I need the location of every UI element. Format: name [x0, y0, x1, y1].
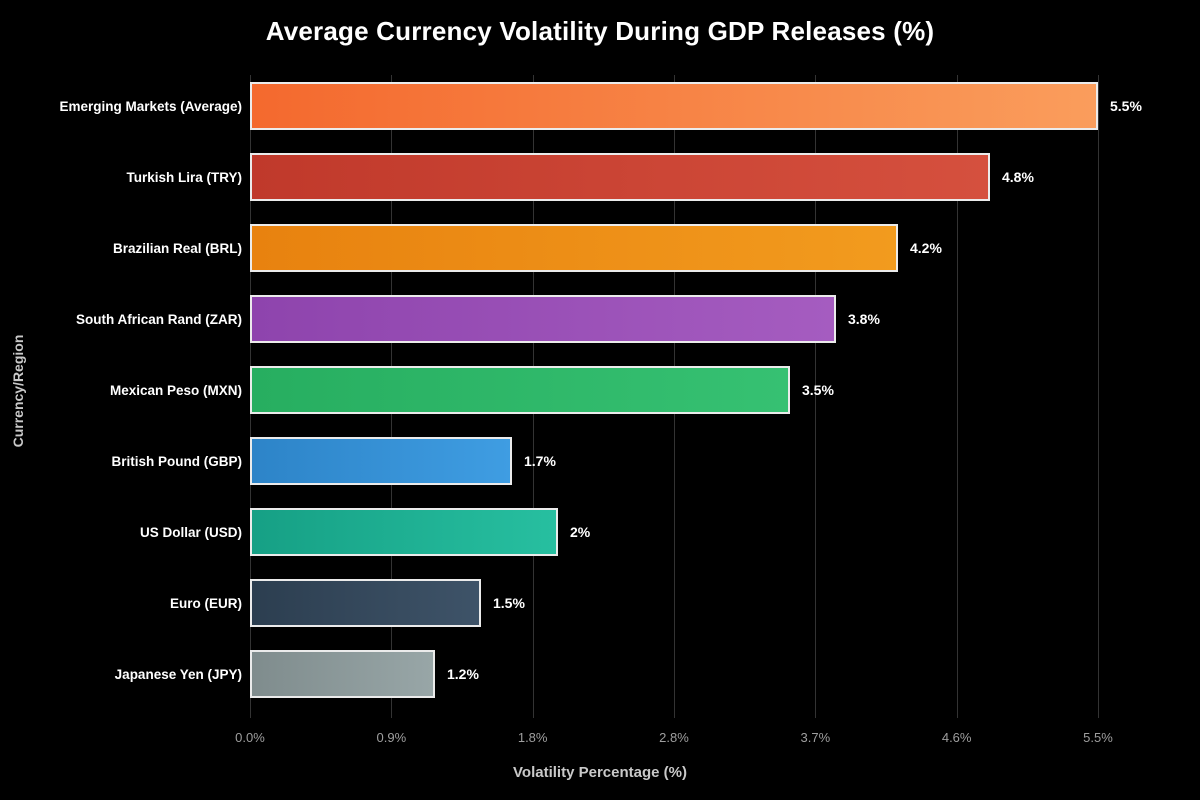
bar[interactable] [250, 579, 481, 627]
value-label: 1.2% [447, 666, 479, 682]
bar[interactable] [250, 437, 512, 485]
category-label: Mexican Peso (MXN) [109, 382, 242, 398]
bar[interactable] [250, 82, 1098, 130]
bar-row: British Pound (GBP) 1.7% [0, 437, 1200, 485]
x-axis-title: Volatility Percentage (%) [513, 764, 687, 781]
bar[interactable] [250, 295, 836, 343]
gridline [956, 75, 958, 718]
value-label: 3.8% [848, 311, 880, 327]
category-label: Brazilian Real (BRL) [112, 240, 242, 256]
category-label: South African Rand (ZAR) [76, 311, 242, 327]
category-label: Euro (EUR) [170, 595, 242, 611]
bar-row: South African Rand (ZAR) 3.8% [0, 295, 1200, 343]
value-label: 3.5% [802, 382, 834, 398]
x-tick-label: 5.5% [1083, 730, 1113, 745]
bar-row: Japanese Yen (JPY) 1.2% [0, 650, 1200, 698]
value-label: 2% [570, 524, 591, 540]
bar-row: Emerging Markets (Average) 5.5% [0, 82, 1200, 130]
value-label: 4.2% [910, 240, 942, 256]
category-label: US Dollar (USD) [139, 524, 242, 540]
bar-row: Brazilian Real (BRL) 4.2% [0, 224, 1200, 272]
x-tick-label: 0.0% [235, 730, 265, 745]
x-tick-label: 4.6% [941, 730, 972, 745]
bar-row: US Dollar (USD) 2% [0, 508, 1200, 556]
bar[interactable] [250, 153, 990, 201]
category-label: Japanese Yen (JPY) [114, 666, 242, 682]
bar[interactable] [250, 650, 435, 698]
bar[interactable] [250, 508, 558, 556]
value-label: 1.5% [493, 595, 525, 611]
x-tick-label: 0.9% [376, 730, 407, 745]
category-label: Emerging Markets (Average) [59, 98, 242, 114]
x-tick-label: 3.7% [800, 730, 831, 745]
x-tick-label: 1.8% [517, 730, 548, 745]
gridline [815, 75, 817, 718]
x-tick-label: 2.8% [659, 730, 689, 745]
chart-title: Average Currency Volatility During GDP R… [265, 16, 935, 46]
bar[interactable] [250, 224, 898, 272]
gridline [1098, 75, 1099, 718]
category-label: Turkish Lira (TRY) [126, 169, 242, 185]
bar-row: Turkish Lira (TRY) 4.8% [0, 153, 1200, 201]
bar-row: Mexican Peso (MXN) 3.5% [0, 366, 1200, 414]
value-label: 1.7% [524, 453, 556, 469]
value-label: 4.8% [1002, 169, 1034, 185]
bar[interactable] [250, 366, 790, 414]
category-label: British Pound (GBP) [111, 453, 243, 469]
bar-row: Euro (EUR) 1.5% [0, 579, 1200, 627]
value-label: 5.5% [1110, 98, 1142, 114]
